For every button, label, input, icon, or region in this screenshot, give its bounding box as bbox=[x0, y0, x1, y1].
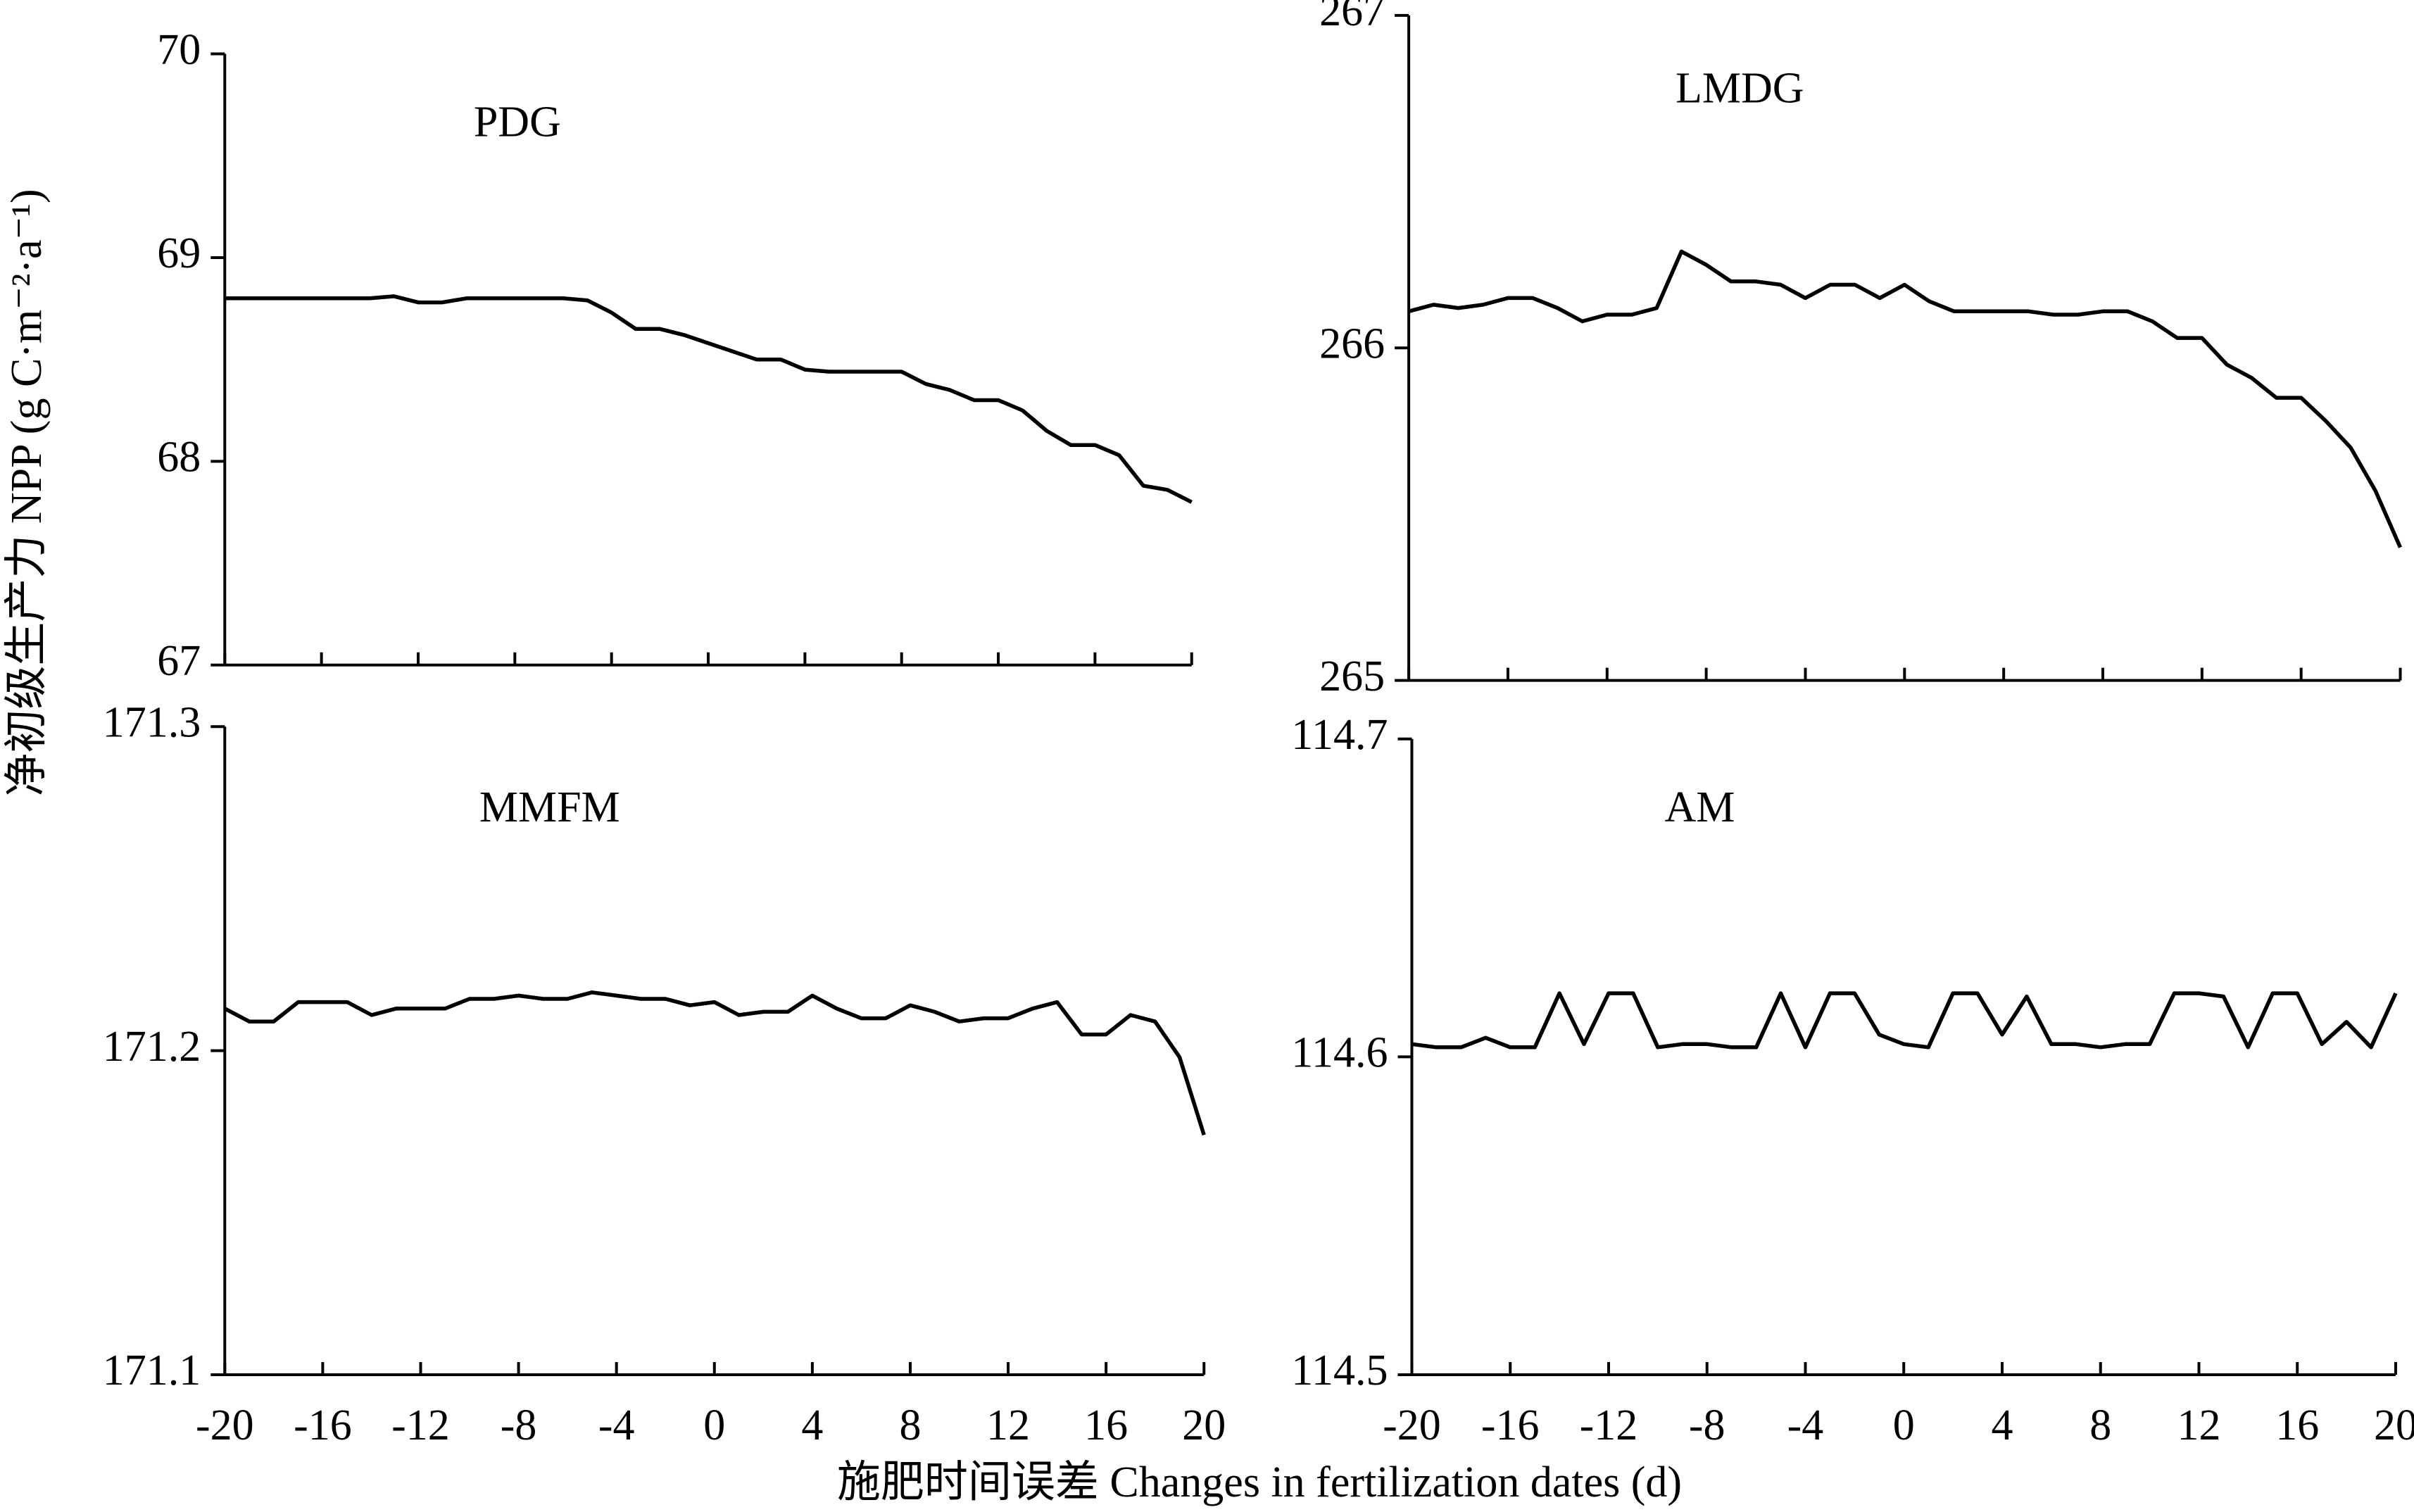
y-tick-label: 171.1 bbox=[103, 1347, 201, 1394]
x-tick-label: -8 bbox=[501, 1401, 537, 1449]
data-line bbox=[1412, 991, 2398, 1050]
x-tick-label: 8 bbox=[899, 1401, 921, 1449]
y-tick-label: 69 bbox=[157, 229, 201, 277]
panel-title: LMDG bbox=[1676, 64, 1804, 112]
data-line bbox=[224, 990, 1206, 1136]
x-tick-label: -20 bbox=[1383, 1401, 1441, 1449]
y-tick-label: 67 bbox=[157, 637, 201, 685]
x-tick-label: -4 bbox=[1787, 1401, 1824, 1449]
y-tick-label: 266 bbox=[1319, 320, 1385, 367]
y-tick-label: 171.3 bbox=[103, 698, 201, 746]
data-line bbox=[225, 294, 1193, 504]
panel-title: MMFM bbox=[479, 783, 620, 831]
x-tick-label: 20 bbox=[2374, 1401, 2414, 1449]
y-tick-label: 114.5 bbox=[1291, 1347, 1388, 1394]
y-tick-label: 68 bbox=[157, 434, 201, 481]
data-line bbox=[1408, 249, 2403, 548]
x-tick-label: -4 bbox=[598, 1401, 635, 1449]
y-tick-label: 265 bbox=[1319, 653, 1385, 700]
x-tick-label: -20 bbox=[196, 1401, 254, 1449]
x-tick-label: 4 bbox=[1991, 1401, 2013, 1449]
x-tick-label: 0 bbox=[703, 1401, 725, 1449]
x-tick-label: 20 bbox=[1182, 1401, 1226, 1449]
x-tick-label: -12 bbox=[1580, 1401, 1638, 1449]
x-tick-label: 0 bbox=[1893, 1401, 1915, 1449]
x-tick-label: -16 bbox=[294, 1401, 352, 1449]
x-tick-label: 12 bbox=[986, 1401, 1030, 1449]
x-tick-label: -8 bbox=[1689, 1401, 1725, 1449]
y-tick-label: 171.2 bbox=[103, 1023, 201, 1071]
y-tick-label: 114.6 bbox=[1291, 1029, 1388, 1077]
panel-title: AM bbox=[1664, 783, 1735, 831]
y-tick-label: 267 bbox=[1319, 0, 1385, 35]
x-tick-label: 16 bbox=[1084, 1401, 1128, 1449]
y-tick-label: 70 bbox=[157, 26, 201, 74]
x-tick-label: 4 bbox=[801, 1401, 823, 1449]
x-tick-label: 8 bbox=[2089, 1401, 2111, 1449]
y-tick-label: 114.7 bbox=[1291, 711, 1388, 759]
x-axis-label: 施肥时间误差 Changes in fertilization dates (d… bbox=[837, 1459, 1682, 1506]
y-axis-label: 净初级生产力 NPP (g C·m⁻²·a⁻¹) bbox=[3, 189, 51, 796]
x-tick-label: 16 bbox=[2275, 1401, 2319, 1449]
x-tick-label: -16 bbox=[1481, 1401, 1540, 1449]
panel-title: PDG bbox=[474, 99, 561, 146]
x-tick-label: -12 bbox=[391, 1401, 450, 1449]
x-tick-label: 12 bbox=[2177, 1401, 2220, 1449]
